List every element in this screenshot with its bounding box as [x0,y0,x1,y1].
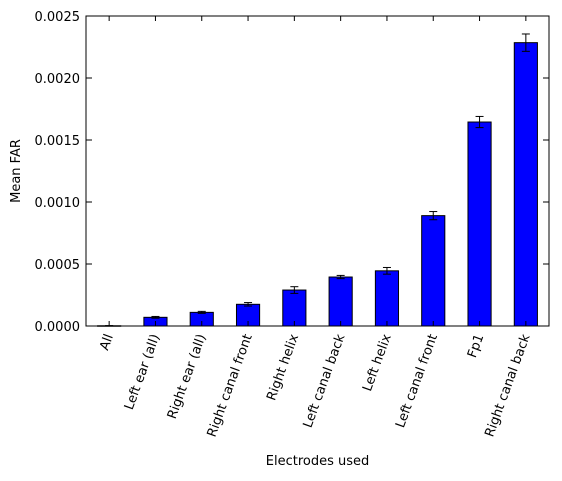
y-tick-label: 0.0000 [35,320,81,335]
y-tick-label: 0.0025 [35,10,81,25]
bar [513,42,538,327]
x-axis-label: Electrodes used [266,454,370,469]
bars-layer [97,42,538,327]
bar [421,215,446,327]
x-tick-label: Left helix [360,332,395,394]
x-tick-label: Left ear (all) [122,332,163,412]
bar [467,121,492,327]
x-tick-label: Right canal front [205,332,256,439]
x-tick-label: Left canal back [301,332,349,430]
y-tick-label: 0.0015 [35,134,81,149]
x-tick-label: Left canal front [393,332,441,430]
error-bars-layer [105,33,530,327]
bar [374,270,400,327]
bar [328,276,353,327]
y-tick-label: 0.0020 [35,72,81,87]
x-tick-label: Right canal back [482,332,533,439]
plot-frame [85,15,550,327]
x-tick-label: Fp1 [465,332,487,360]
x-tick-label: Right helix [264,332,302,403]
bar [282,289,307,327]
x-tick-label: Right ear (all) [165,332,210,421]
y-tick-label: 0.0005 [35,258,81,273]
x-tick-label: All [97,332,117,352]
y-tick-label: 0.0010 [35,196,81,211]
y-axis-label: Mean FAR [9,139,24,203]
